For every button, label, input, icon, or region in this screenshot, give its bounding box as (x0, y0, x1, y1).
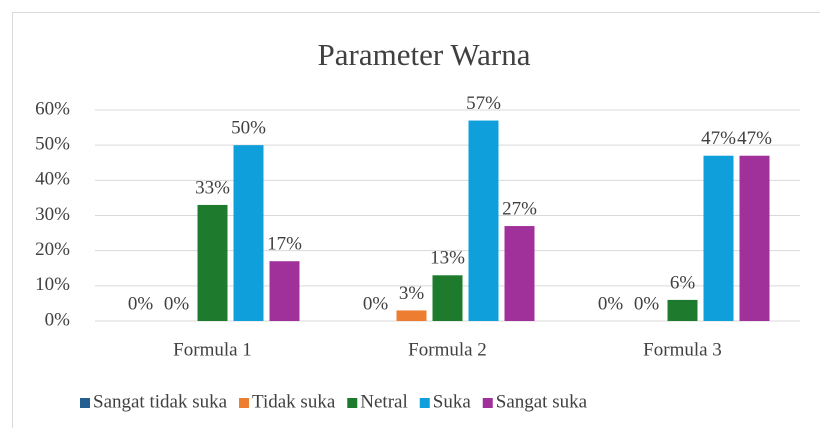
data-label: 0% (164, 293, 190, 314)
data-label: 57% (466, 93, 501, 114)
y-tick-label: 60% (35, 98, 70, 119)
bar (704, 156, 734, 321)
data-label: 3% (399, 283, 425, 304)
bar (397, 310, 427, 321)
data-label: 33% (195, 177, 230, 198)
data-label: 50% (231, 118, 266, 139)
data-label: 0% (598, 293, 624, 314)
data-label: 6% (670, 272, 696, 293)
bar (234, 145, 264, 321)
data-label: 27% (502, 198, 537, 219)
legend-label: Tidak suka (252, 391, 336, 412)
bar (469, 121, 499, 321)
legend-swatch (420, 398, 430, 408)
y-tick-label: 20% (35, 239, 70, 260)
legend-label: Sangat tidak suka (93, 391, 228, 412)
legend-swatch (347, 398, 357, 408)
legend-label: Suka (433, 391, 472, 412)
x-tick-label: Formula 3 (643, 339, 722, 360)
chart-title: Parameter Warna (318, 37, 531, 72)
data-label: 17% (267, 234, 302, 255)
legend-swatch (239, 398, 249, 408)
bar (505, 226, 535, 321)
data-label: 0% (634, 293, 660, 314)
bar (433, 275, 463, 321)
bar (270, 261, 300, 321)
data-label: 0% (363, 293, 389, 314)
data-label: 47% (701, 128, 736, 149)
y-tick-label: 30% (35, 204, 70, 225)
legend-swatch (80, 398, 90, 408)
y-tick-label: 10% (35, 274, 70, 295)
y-tick-label: 40% (35, 169, 70, 190)
data-label: 0% (128, 293, 154, 314)
x-tick-label: Formula 2 (408, 339, 487, 360)
y-tick-label: 0% (45, 309, 71, 330)
x-tick-label: Formula 1 (173, 339, 252, 360)
legend-label: Netral (360, 391, 407, 412)
y-tick-label: 50% (35, 134, 70, 155)
bar (198, 205, 228, 321)
bar (668, 300, 698, 321)
legend-label: Sangat suka (496, 391, 588, 412)
legend-swatch (483, 398, 493, 408)
chart-border (13, 13, 820, 429)
data-label: 47% (737, 128, 772, 149)
bar (740, 156, 770, 321)
data-label: 13% (430, 248, 465, 269)
